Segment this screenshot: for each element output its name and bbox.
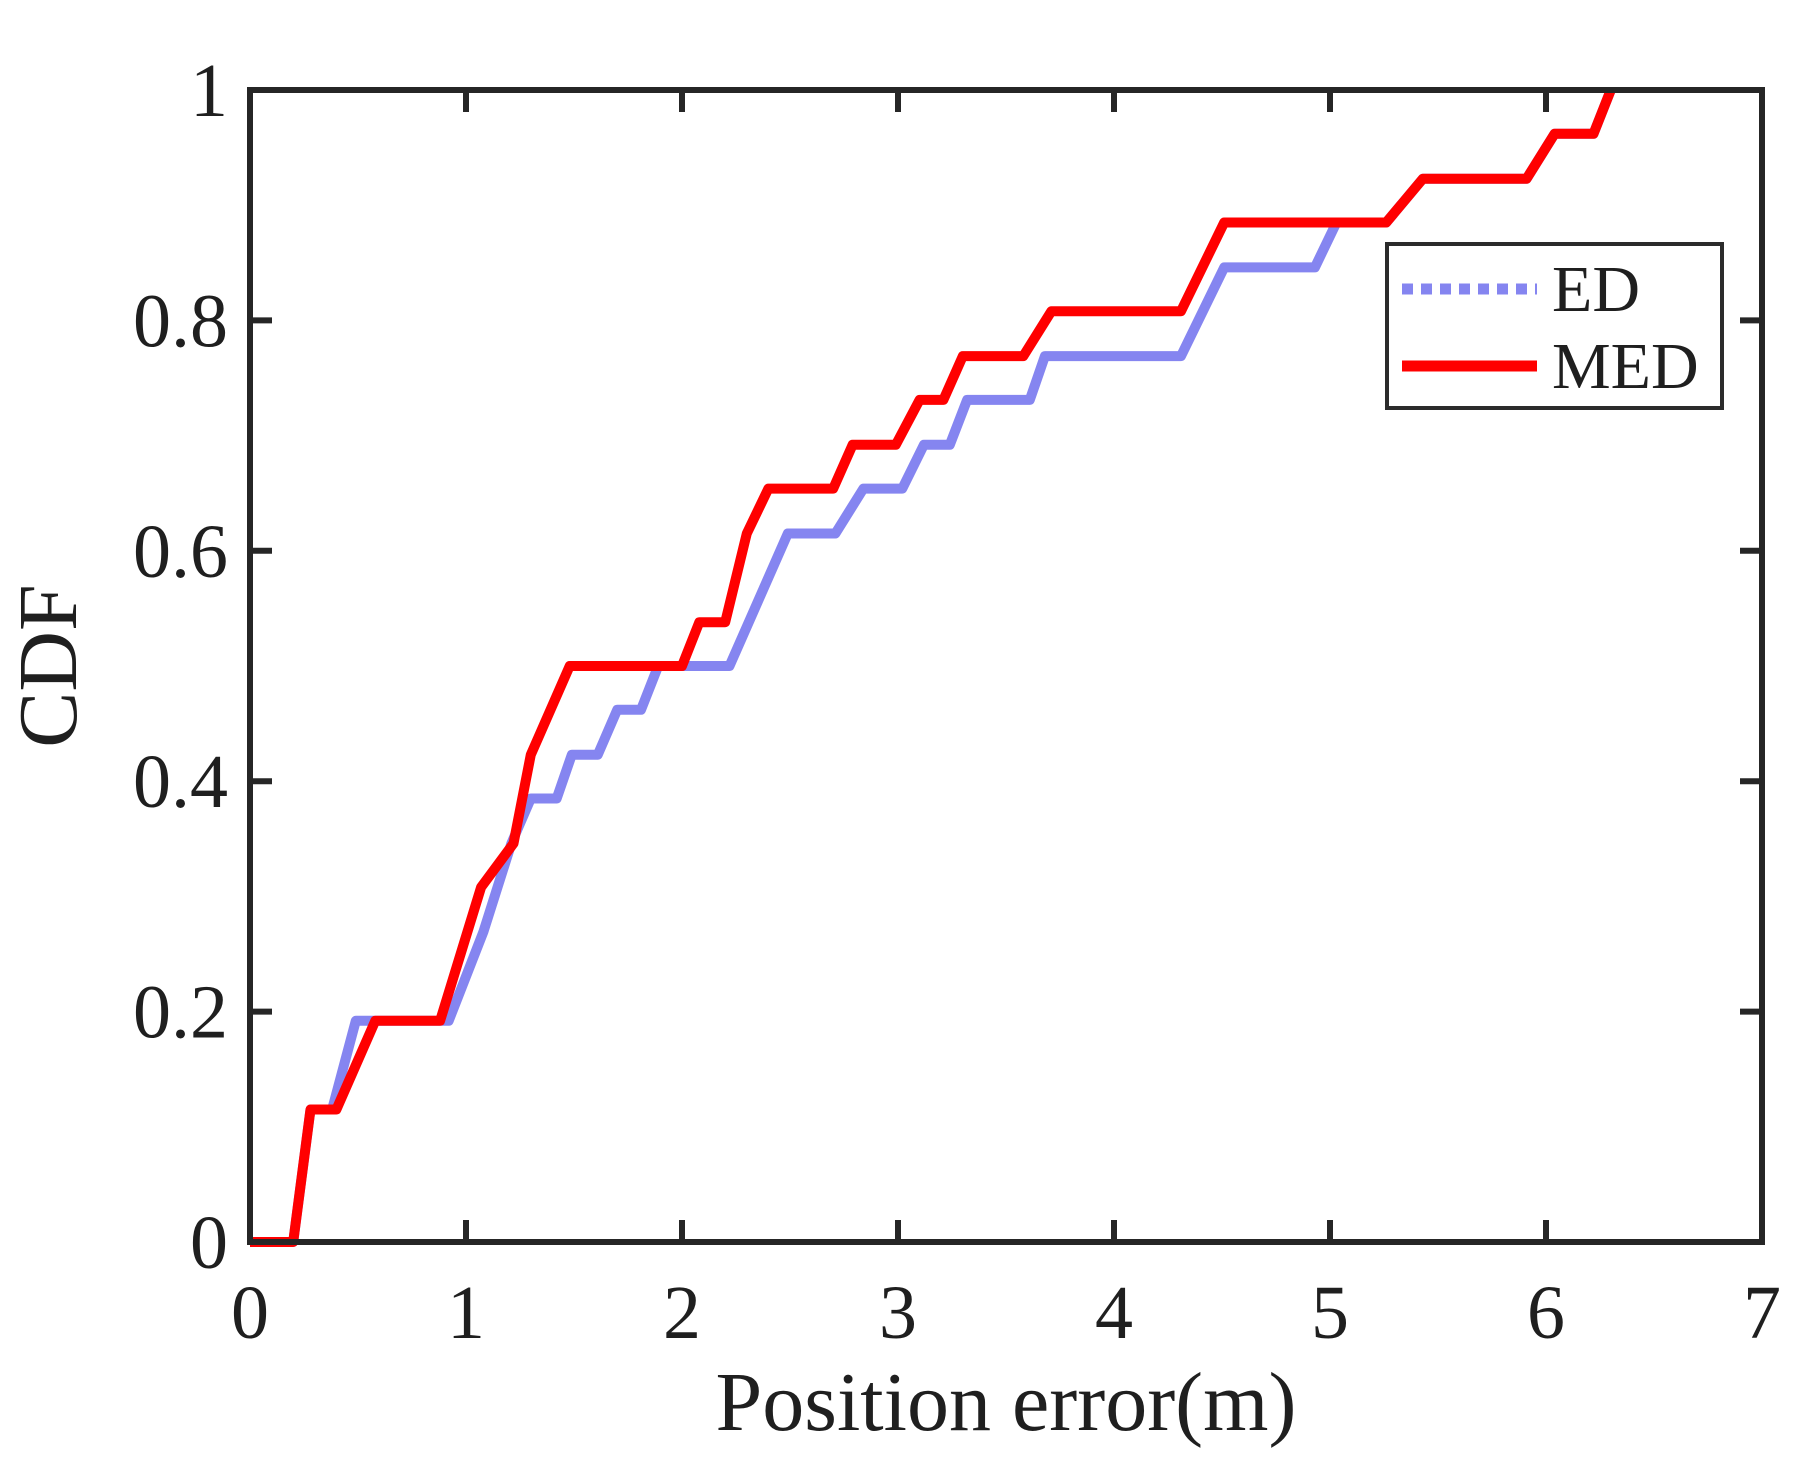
y-tick-label-0.2: 0.2 [133,971,228,1055]
y-tick-label-0.6: 0.6 [133,510,228,594]
legend-box [1385,242,1724,410]
tick-marks [247,87,1765,1245]
y-tick-label-0.8: 0.8 [133,279,228,363]
x-tick-label-1: 1 [447,1271,485,1355]
x-tick-label-2: 2 [663,1271,701,1355]
x-tick-label-6: 6 [1527,1271,1565,1355]
series-line-med [250,88,1616,1247]
legend-label-med: MED [1552,330,1699,403]
y-tick-labels: 0 0.2 0.4 0.6 0.8 1 [133,49,228,1285]
x-tick-labels: 0 1 2 3 4 5 6 7 [231,1271,1781,1355]
x-tick-label-4: 4 [1095,1271,1133,1355]
x-tick-label-0: 0 [231,1271,269,1355]
x-tick-label-5: 5 [1311,1271,1349,1355]
legend: ED MED [1385,242,1724,410]
y-tick-label-0: 0 [190,1201,228,1285]
legend-label-ed: ED [1552,253,1640,326]
y-tick-label-1: 1 [190,49,228,133]
x-tick-label-3: 3 [879,1271,917,1355]
series-layer [250,88,1616,1247]
x-axis-label: Position error(m) [716,1356,1297,1449]
axes-box [247,87,1765,1245]
y-tick-label-0.4: 0.4 [133,740,228,824]
y-axis-label: CDF [2,584,95,747]
x-tick-label-7: 7 [1743,1271,1781,1355]
